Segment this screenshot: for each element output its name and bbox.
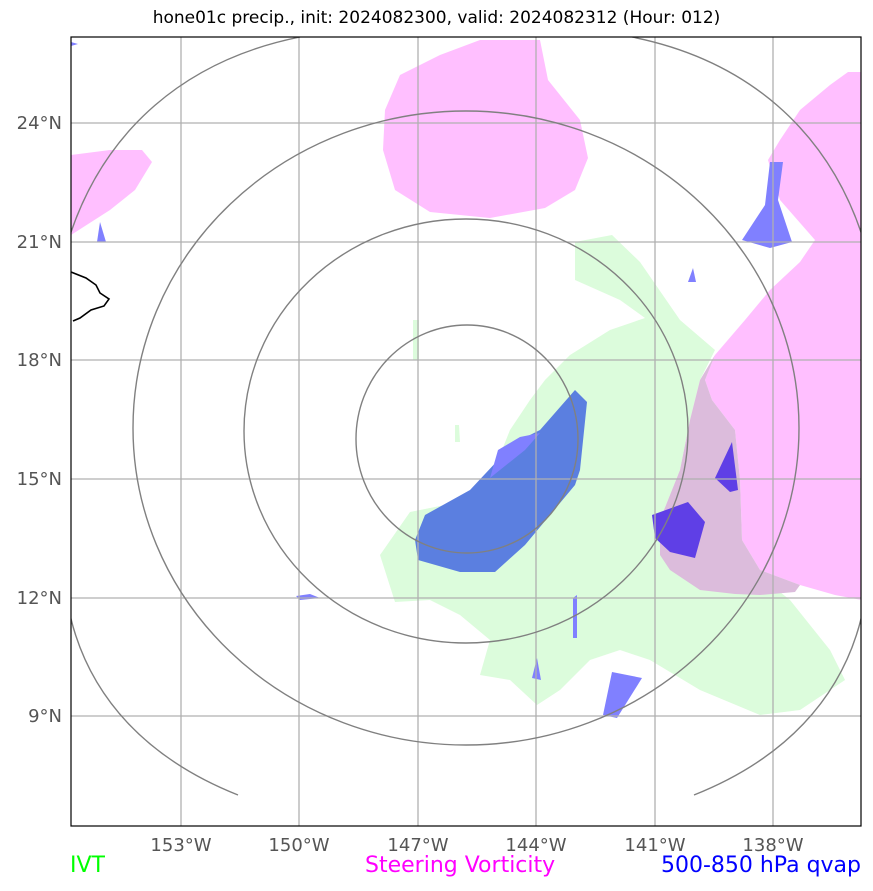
lon-tick-label: 144°W bbox=[505, 835, 566, 856]
vorticity-shading bbox=[705, 72, 861, 600]
coastline bbox=[71, 271, 111, 322]
qvap-shading bbox=[652, 502, 705, 558]
lat-tick-label: 24°N bbox=[17, 113, 62, 134]
plot-title: hone01c precip., init: 2024082300, valid… bbox=[152, 8, 721, 28]
lon-tick-label: 153°W bbox=[150, 835, 211, 856]
ivt-patch bbox=[455, 425, 460, 442]
qvap-shading bbox=[688, 268, 696, 282]
map-plot-area bbox=[71, 37, 861, 826]
lon-tick-label: 150°W bbox=[268, 835, 329, 856]
lon-tick-label: 141°W bbox=[624, 835, 685, 856]
lat-tick-label: 12°N bbox=[17, 588, 62, 609]
legend-ivt: IVT bbox=[70, 853, 105, 878]
lon-tick-label: 147°W bbox=[387, 835, 448, 856]
range-rings bbox=[71, 37, 861, 796]
lat-tick-label: 18°N bbox=[17, 350, 62, 371]
qvap-shading bbox=[603, 672, 642, 718]
vorticity-shading bbox=[383, 40, 588, 218]
lat-tick-label: 21°N bbox=[17, 232, 62, 253]
qvap-shading bbox=[490, 433, 540, 478]
plot-frame bbox=[70, 36, 862, 827]
qvap-shading bbox=[415, 390, 587, 572]
gridlines bbox=[71, 37, 861, 826]
legend-qvap: 500-850 hPa qvap bbox=[660, 853, 861, 878]
latitude-tick-labels: 24°N 21°N 18°N 15°N 12°N 9°N bbox=[17, 113, 62, 727]
legend-steering-vorticity: Steering Vorticity bbox=[365, 853, 556, 878]
vorticity-shading bbox=[71, 150, 152, 235]
qvap-shading bbox=[97, 222, 106, 242]
lon-tick-label: 138°W bbox=[742, 835, 803, 856]
lat-tick-label: 9°N bbox=[28, 706, 62, 727]
ivt-shading bbox=[380, 235, 845, 715]
longitude-tick-labels: 153°W 150°W 147°W 144°W 141°W 138°W bbox=[150, 835, 803, 856]
qvap-shading bbox=[742, 162, 792, 248]
qvap-shading bbox=[71, 42, 78, 46]
lat-tick-label: 15°N bbox=[17, 469, 62, 490]
